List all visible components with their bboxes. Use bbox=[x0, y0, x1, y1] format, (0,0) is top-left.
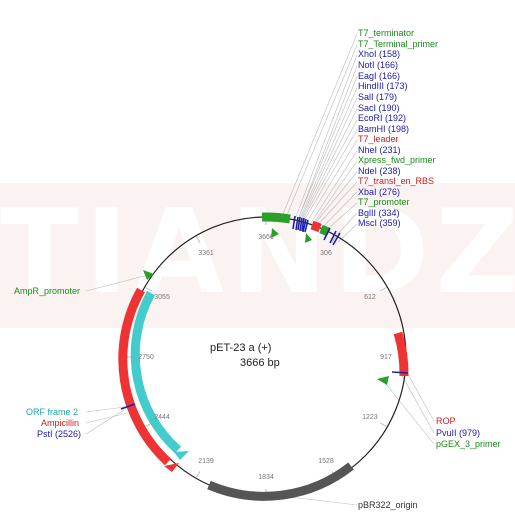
label-nhei[interactable]: NheI (231) bbox=[358, 145, 401, 155]
label-t7-transl-en-rbs[interactable]: T7_transl_en_RBS bbox=[358, 176, 435, 186]
tick-label: 612 bbox=[364, 294, 376, 301]
tick-label: 1528 bbox=[318, 457, 334, 465]
rop-feature[interactable] bbox=[393, 331, 409, 377]
watermark-band bbox=[0, 183, 515, 328]
label-t7-terminal-primer[interactable]: T7_Terminal_primer bbox=[358, 39, 439, 49]
label-t7-promoter[interactable]: T7_promoter bbox=[358, 197, 410, 207]
xpress-primer-marker bbox=[305, 233, 312, 243]
tick-mark bbox=[196, 471, 201, 478]
label-ndei[interactable]: NdeI (238) bbox=[358, 166, 401, 176]
label-xpress-fwd-primer[interactable]: Xpress_fwd_primer bbox=[358, 155, 436, 165]
label-saci[interactable]: SacI (190) bbox=[358, 103, 400, 113]
label-bglii[interactable]: BglII (334) bbox=[358, 208, 400, 218]
tick-mark bbox=[380, 287, 387, 292]
watermark-text: TIANDZ bbox=[0, 185, 515, 320]
label-hindiii[interactable]: HindIII (173) bbox=[358, 81, 408, 91]
label-pvuii[interactable]: PvuII (979) bbox=[436, 428, 481, 438]
leader-lines bbox=[85, 33, 435, 506]
label-ampicillin[interactable]: Ampicillin bbox=[41, 418, 80, 428]
label-psti[interactable]: PstI (2526) bbox=[37, 429, 82, 439]
restriction-sites bbox=[120, 215, 409, 410]
label-xhoi[interactable]: XhoI (158) bbox=[358, 49, 401, 59]
tick-label: 3361 bbox=[198, 250, 214, 258]
tick-label: 1223 bbox=[362, 414, 378, 421]
label-t7-leader[interactable]: T7_leader bbox=[358, 134, 399, 144]
tick-label: 3666 bbox=[258, 234, 274, 241]
pbr322-origin-feature[interactable] bbox=[207, 462, 354, 501]
tick-label: 1834 bbox=[258, 474, 274, 481]
label-ecori[interactable]: EcoRI (192) bbox=[358, 113, 407, 123]
tick-mark bbox=[380, 422, 387, 427]
tick-label: 306 bbox=[320, 250, 332, 258]
tick-mark bbox=[196, 236, 201, 243]
t7-leader-feature[interactable] bbox=[310, 220, 322, 233]
label-t7-terminator[interactable]: T7_terminator bbox=[358, 28, 415, 38]
ampicillin-feature[interactable] bbox=[118, 287, 172, 466]
label-pgex-3-primer[interactable]: pGEX_3_primer bbox=[436, 439, 501, 449]
label-eagi[interactable]: EagI (166) bbox=[358, 71, 401, 81]
tick-label: 3055 bbox=[154, 294, 170, 301]
tick-label: 917 bbox=[380, 354, 392, 361]
orf-frame-2-feature[interactable] bbox=[130, 290, 181, 454]
label-msci[interactable]: MscI (359) bbox=[358, 218, 401, 228]
tick-mark bbox=[331, 236, 336, 243]
tick-label: 2444 bbox=[154, 414, 170, 421]
ampicillin-arrowhead bbox=[164, 463, 179, 472]
label-bamhi[interactable]: BamHI (198) bbox=[358, 124, 410, 134]
plasmid-name: pET-23 a (+) bbox=[210, 342, 272, 354]
t7-terminator-feature[interactable] bbox=[261, 212, 291, 224]
label-pbr322-origin[interactable]: pBR322_origin bbox=[358, 500, 418, 510]
label-xbai[interactable]: XbaI (276) bbox=[358, 187, 401, 197]
t7-promoter-feature[interactable] bbox=[319, 224, 330, 237]
plasmid-size: 3666 bp bbox=[240, 357, 280, 369]
pgex-primer-marker bbox=[377, 376, 389, 385]
t7-terminal-primer-marker bbox=[271, 228, 279, 238]
tick-label: 2750 bbox=[138, 354, 154, 361]
label-ampr-promoter[interactable]: AmpR_promoter bbox=[14, 286, 81, 296]
orf-arrowhead bbox=[174, 451, 189, 460]
ampr-promoter-marker bbox=[143, 270, 154, 280]
label-noti[interactable]: NotI (166) bbox=[358, 60, 399, 70]
label-orf-frame-2[interactable]: ORF frame 2 bbox=[26, 407, 79, 417]
tick-mark bbox=[145, 287, 152, 292]
label-sali[interactable]: SalI (179) bbox=[358, 92, 398, 102]
tick-label: 2139 bbox=[198, 457, 214, 465]
label-rop[interactable]: ROP bbox=[436, 416, 456, 426]
